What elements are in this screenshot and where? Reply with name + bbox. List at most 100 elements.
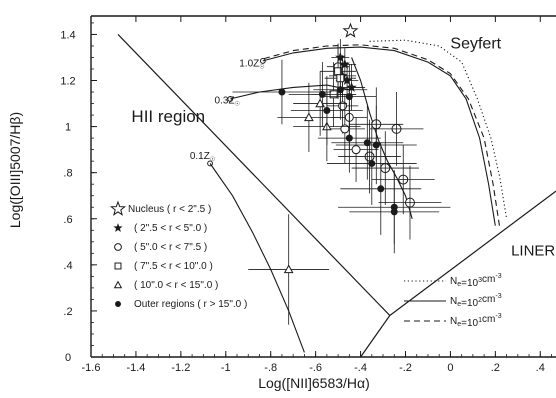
region-label-seyfert: Seyfert (450, 35, 501, 52)
triangle-marker (113, 280, 123, 289)
density-label-part: e (457, 321, 461, 328)
observation-point (335, 105, 417, 185)
nucleus-star-marker (109, 200, 127, 216)
filled-circle-marker (363, 139, 371, 147)
filled-circle-marker (278, 88, 286, 96)
density-label-part: cm (482, 314, 495, 325)
hii-boundary-line (117, 33, 391, 316)
y-axis-title: Log([OIII]5007/Hβ) (7, 112, 23, 228)
density-legend-entry: Ne=101cm-3 (404, 313, 502, 329)
model-curve-label: 0.3Z☉ (215, 96, 240, 108)
filled-circle-marker (377, 185, 385, 193)
observation-point (378, 165, 442, 240)
region-label-liner: LINER (511, 243, 555, 260)
density-label-part: cm (482, 294, 495, 305)
observation-point (369, 92, 424, 166)
observation-point (371, 145, 435, 215)
y-tick-label: .4 (63, 260, 72, 272)
symbol-legend: Nucleus ( r < 2".5 ) ( 2".5 < r < 5".0 ) (… (109, 200, 247, 310)
open-circle-marker (351, 145, 361, 155)
star-marker (113, 223, 123, 232)
observation-point (232, 59, 332, 125)
legend-label: Outer regions ( r > 15".0 ) (134, 299, 247, 310)
liner-left-line (360, 315, 391, 358)
model-curve (230, 84, 350, 100)
filled-circle-marker (368, 159, 376, 167)
x-tick-label: .2 (491, 362, 500, 374)
density-label-part: 1 (478, 317, 482, 324)
observation-point (290, 75, 363, 146)
liner-upper-line (389, 190, 556, 316)
observations (232, 22, 451, 325)
region-label-hii-region: HII region (131, 107, 205, 126)
density-legend-entry: Ne=102cm-3 (404, 293, 502, 309)
filled-circle-marker (318, 90, 326, 98)
filled-circle-marker (336, 86, 344, 94)
y-tick-label: 1.4 (60, 29, 75, 41)
observation-point (326, 121, 417, 205)
filled-circle-marker (345, 93, 353, 101)
legend-label: ( 10".0 < r < 15".0 ) (134, 280, 218, 291)
star-marker (339, 58, 350, 69)
legend-entry: Nucleus ( r < 2".5 ) (109, 200, 211, 216)
y-tick-label: .6 (63, 214, 72, 226)
observation-point (317, 103, 381, 173)
density-legend-entry: Ne=103cm-3 (404, 273, 502, 289)
legend-label: ( 5".0 < r < 7".5 ) (134, 242, 207, 253)
model-curve-marker (227, 96, 234, 102)
region-labels: HII region Seyfert LINER (131, 35, 555, 259)
model-curve (369, 39, 508, 219)
y-tick-label: .2 (63, 306, 72, 318)
filled-circle-marker (345, 134, 353, 142)
y-tick-label: 1 (65, 122, 71, 134)
density-label-part: N (450, 316, 457, 327)
density-legend-label: Ne=102cm-3 (450, 293, 502, 309)
x-tick-label: -.6 (309, 362, 322, 374)
triangle-marker (283, 264, 294, 274)
observation-point (349, 170, 440, 254)
solar-subscript: ☉ (235, 101, 240, 108)
observation-point (248, 214, 330, 325)
x-tick-label: -.2 (399, 362, 412, 374)
square-marker (114, 262, 122, 270)
density-legend-label: Ne=101cm-3 (450, 313, 502, 329)
x-tick-label: -1.4 (126, 362, 145, 374)
model-curve-marker (207, 160, 213, 167)
x-tick-label: -1 (221, 362, 231, 374)
model-curve (209, 163, 305, 353)
density-label-part: =10 (461, 298, 478, 309)
observation-point (288, 62, 357, 127)
open-circle-marker (114, 243, 122, 251)
legend-entry: ( 2".5 < r < 5".0 ) (113, 223, 207, 234)
y-tick-label: .8 (63, 168, 72, 180)
plot-frame (90, 15, 556, 358)
observation-point (342, 22, 359, 38)
observation-point (331, 105, 404, 180)
filled-circle-marker (390, 208, 398, 216)
density-label-part: 3 (478, 277, 482, 284)
model-curve-label: 1.0Z☉ (239, 59, 264, 71)
legend-label: Nucleus ( r < 2".5 ) (128, 204, 211, 215)
nucleus-star-marker (342, 22, 359, 38)
legend-label: ( 7".5 < r < 10".0 ) (134, 261, 213, 272)
x-tick-label: -.8 (264, 362, 277, 374)
observation-point (333, 117, 379, 182)
legend-entry: ( 5".0 < r < 7".5 ) (114, 242, 207, 253)
density-legend-label: Ne=103cm-3 (450, 273, 502, 289)
density-label-part: e (457, 301, 461, 308)
x-tick-label: -1.2 (171, 362, 190, 374)
triangle-marker (304, 112, 314, 122)
star-marker (346, 81, 357, 92)
filled-circle-marker (115, 301, 121, 307)
observation-point (313, 59, 368, 120)
density-label-part: e (457, 281, 461, 288)
observation-point (340, 142, 422, 235)
filled-circle-marker (372, 141, 380, 149)
open-circle-marker (340, 124, 350, 134)
data-fit-curve (351, 57, 413, 219)
density-label-part: 2 (478, 297, 482, 304)
legend-entry: ( 10".0 < r < 15".0 ) (113, 280, 218, 291)
y-tick-label: 0 (65, 352, 71, 364)
x-tick-label: -.4 (354, 362, 367, 374)
